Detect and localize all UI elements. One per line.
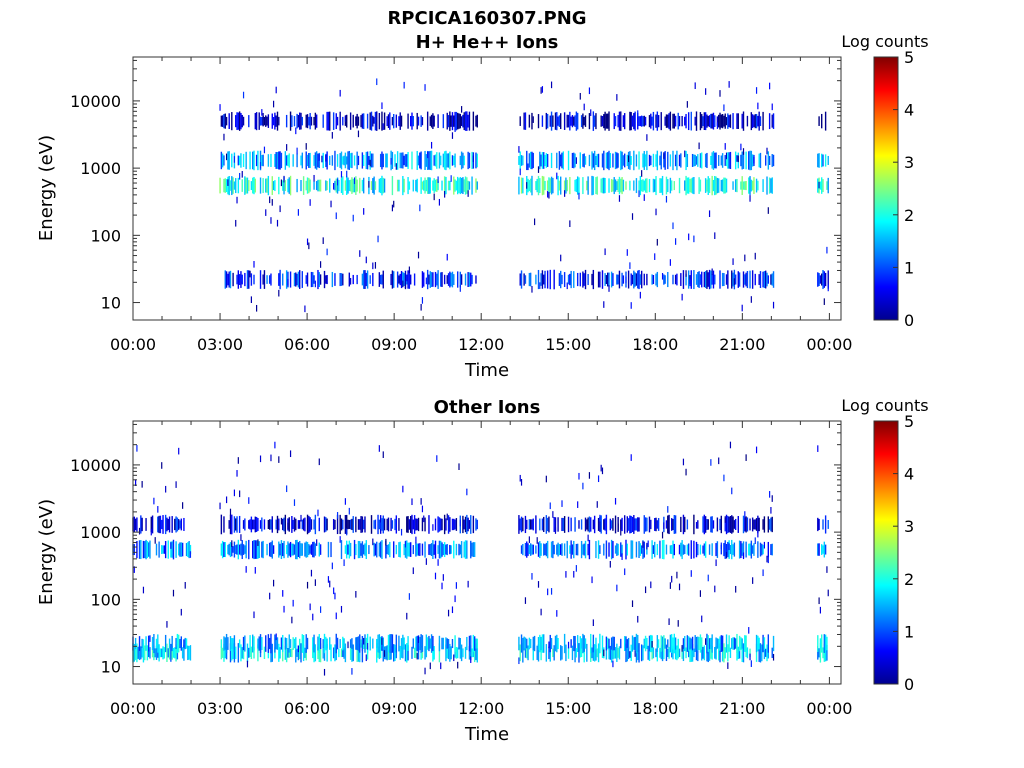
colorbar-tick-label: 0 — [904, 311, 914, 330]
x-tick-label: 21:00 — [719, 699, 765, 718]
x-tick-label: 09:00 — [371, 699, 417, 718]
colorbar: Log counts 0 1 2 3 4 5 — [841, 32, 928, 330]
y-tick-label: 1000 — [80, 159, 121, 178]
x-tick-label: 09:00 — [371, 335, 417, 354]
panel-title: H+ He++ Ions — [416, 32, 559, 53]
colorbar-tick-label: 4 — [904, 465, 914, 484]
x-tick-label: 06:00 — [284, 335, 330, 354]
y-tick-label: 10000 — [70, 456, 121, 475]
x-tick-label: 21:00 — [719, 335, 765, 354]
colorbar: Log counts 0 1 2 3 4 5 — [841, 396, 928, 694]
plot-area — [132, 441, 829, 676]
colorbar-tick-label: 2 — [904, 570, 914, 589]
y-axis-label: Energy (eV) — [36, 499, 57, 605]
y-tick-label: 100 — [90, 226, 121, 245]
y-tick-label: 100 — [90, 590, 121, 609]
y-tick-label: 10000 — [70, 92, 121, 111]
x-tick-label: 03:00 — [197, 699, 243, 718]
x-tick-label: 15:00 — [545, 335, 591, 354]
colorbar-tick-label: 5 — [904, 412, 914, 431]
colorbar-tick-label: 4 — [904, 101, 914, 120]
x-tick-label: 00:00 — [806, 335, 852, 354]
plot-area — [219, 78, 829, 313]
colorbar-label: Log counts — [841, 32, 928, 51]
x-tick-label: 18:00 — [632, 335, 678, 354]
x-axis: 00:00 03:00 06:00 09:00 12:00 15:00 18:00 21:00… — [110, 57, 852, 354]
x-tick-label: 18:00 — [632, 699, 678, 718]
x-axis-label: Time — [464, 724, 509, 745]
colorbar-tick-label: 1 — [904, 258, 914, 277]
x-axis-label: Time — [464, 360, 509, 381]
y-tick-label: 10 — [101, 658, 121, 677]
y-axis: 10 100 1000 10000 — [70, 423, 841, 677]
y-axis-label: Energy (eV) — [36, 135, 57, 241]
colorbar-ticks: 0 1 2 3 4 5 — [893, 48, 914, 330]
colorbar-label: Log counts — [841, 396, 928, 415]
x-tick-label: 00:00 — [110, 699, 156, 718]
x-tick-label: 00:00 — [110, 335, 156, 354]
panel-title: Other Ions — [434, 397, 541, 418]
x-tick-label: 03:00 — [197, 335, 243, 354]
x-tick-label: 12:00 — [458, 699, 504, 718]
x-axis: 00:00 03:00 06:00 09:00 12:00 15:00 18:00 21:00… — [110, 421, 852, 718]
y-tick-label: 1000 — [80, 523, 121, 542]
colorbar-tick-label: 5 — [904, 48, 914, 67]
x-tick-label: 12:00 — [458, 335, 504, 354]
x-tick-label: 15:00 — [545, 699, 591, 718]
colorbar-ticks: 0 1 2 3 4 5 — [893, 412, 914, 694]
colorbar-tick-label: 1 — [904, 622, 914, 641]
colorbar-gradient — [873, 56, 899, 321]
x-tick-label: 00:00 — [806, 699, 852, 718]
y-axis: 10 100 1000 10000 — [70, 59, 841, 313]
figure-title: RPCICA160307.PNG — [387, 8, 586, 29]
colorbar-gradient — [873, 420, 899, 685]
colorbar-tick-label: 0 — [904, 675, 914, 694]
x-tick-label: 06:00 — [284, 699, 330, 718]
y-tick-label: 10 — [101, 294, 121, 313]
colorbar-tick-label: 3 — [904, 517, 914, 536]
colorbar-tick-label: 3 — [904, 153, 914, 172]
colorbar-tick-label: 2 — [904, 206, 914, 225]
